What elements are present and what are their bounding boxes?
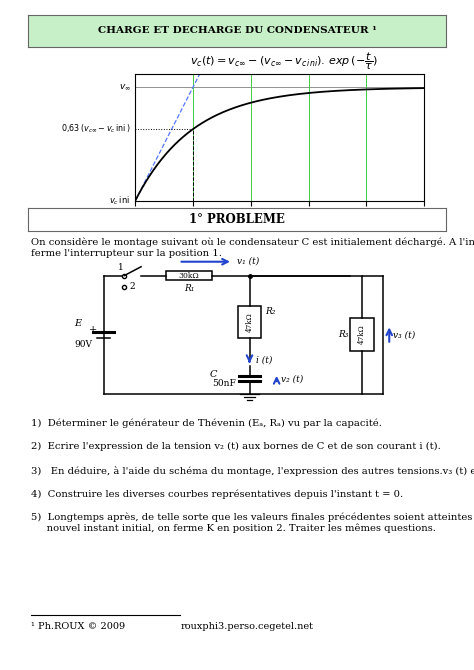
Text: 1)  Déterminer le générateur de Thévenin (Eₐ, Rₐ) vu par la capacité.: 1) Déterminer le générateur de Thévenin … [31, 419, 382, 428]
Text: $v_c\,\mathrm{ini}$: $v_c\,\mathrm{ini}$ [109, 195, 130, 207]
Text: R₁: R₁ [184, 284, 194, 293]
Text: v₂ (t): v₂ (t) [281, 374, 303, 383]
Text: ¹ Ph.ROUX © 2009: ¹ Ph.ROUX © 2009 [31, 622, 125, 630]
Text: nouvel instant initial, on ferme K en position 2. Traiter les mêmes questions.: nouvel instant initial, on ferme K en po… [31, 524, 436, 533]
Text: ferme l'interrupteur sur la position 1.: ferme l'interrupteur sur la position 1. [31, 249, 222, 258]
Text: 4)  Construire les diverses courbes représentatives depuis l'instant t = 0.: 4) Construire les diverses courbes repré… [31, 489, 403, 498]
Bar [238, 306, 261, 338]
Text: On considère le montage suivant où le condensateur C est initialement déchargé. : On considère le montage suivant où le co… [31, 238, 474, 247]
Text: 50nF: 50nF [212, 379, 236, 387]
Text: R₂: R₂ [265, 308, 276, 316]
Text: R₃: R₃ [338, 330, 348, 339]
Text: $v_{\infty}$: $v_{\infty}$ [118, 82, 130, 92]
Bar [350, 318, 374, 351]
Text: +: + [89, 324, 97, 334]
Text: i (t): i (t) [256, 355, 272, 364]
Bar [166, 271, 212, 280]
Text: 47kΩ: 47kΩ [246, 312, 254, 332]
Text: 2: 2 [129, 281, 135, 291]
Text: $0,\!63\,(v_{c\infty}-v_c\,\mathrm{ini}\,)$: $0,\!63\,(v_{c\infty}-v_c\,\mathrm{ini}\… [61, 123, 130, 135]
Text: E: E [74, 319, 82, 328]
Text: v₃ (t): v₃ (t) [393, 330, 416, 339]
Text: 30kΩ: 30kΩ [179, 271, 200, 279]
Text: v₁ (t): v₁ (t) [237, 257, 259, 265]
Text: 47kΩ: 47kΩ [358, 325, 366, 344]
Text: 1° PROBLEME: 1° PROBLEME [189, 213, 285, 226]
Text: 90V: 90V [74, 340, 92, 349]
Text: 3)   En déduire, à l'aide du schéma du montage, l'expression des autres tensions: 3) En déduire, à l'aide du schéma du mon… [31, 466, 474, 476]
Text: CHARGE ET DECHARGE DU CONDENSATEUR ¹: CHARGE ET DECHARGE DU CONDENSATEUR ¹ [98, 26, 376, 36]
Text: C: C [210, 371, 218, 379]
Text: 1: 1 [118, 263, 124, 272]
Text: 5)  Longtemps après, de telle sorte que les valeurs finales précédentes soient a: 5) Longtemps après, de telle sorte que l… [31, 513, 474, 523]
Text: rouxphi3.perso.cegetel.net: rouxphi3.perso.cegetel.net [180, 622, 313, 630]
Text: $v_c(t) = v_{c\infty}-(v_{c\infty}-v_{c\,ini}).\,exp\,(-\dfrac{t}{\tau})$: $v_c(t) = v_{c\infty}-(v_{c\infty}-v_{c\… [191, 51, 378, 72]
Text: 2)  Ecrire l'expression de la tension v₂ (t) aux bornes de C et de son courant i: 2) Ecrire l'expression de la tension v₂ … [31, 442, 440, 452]
